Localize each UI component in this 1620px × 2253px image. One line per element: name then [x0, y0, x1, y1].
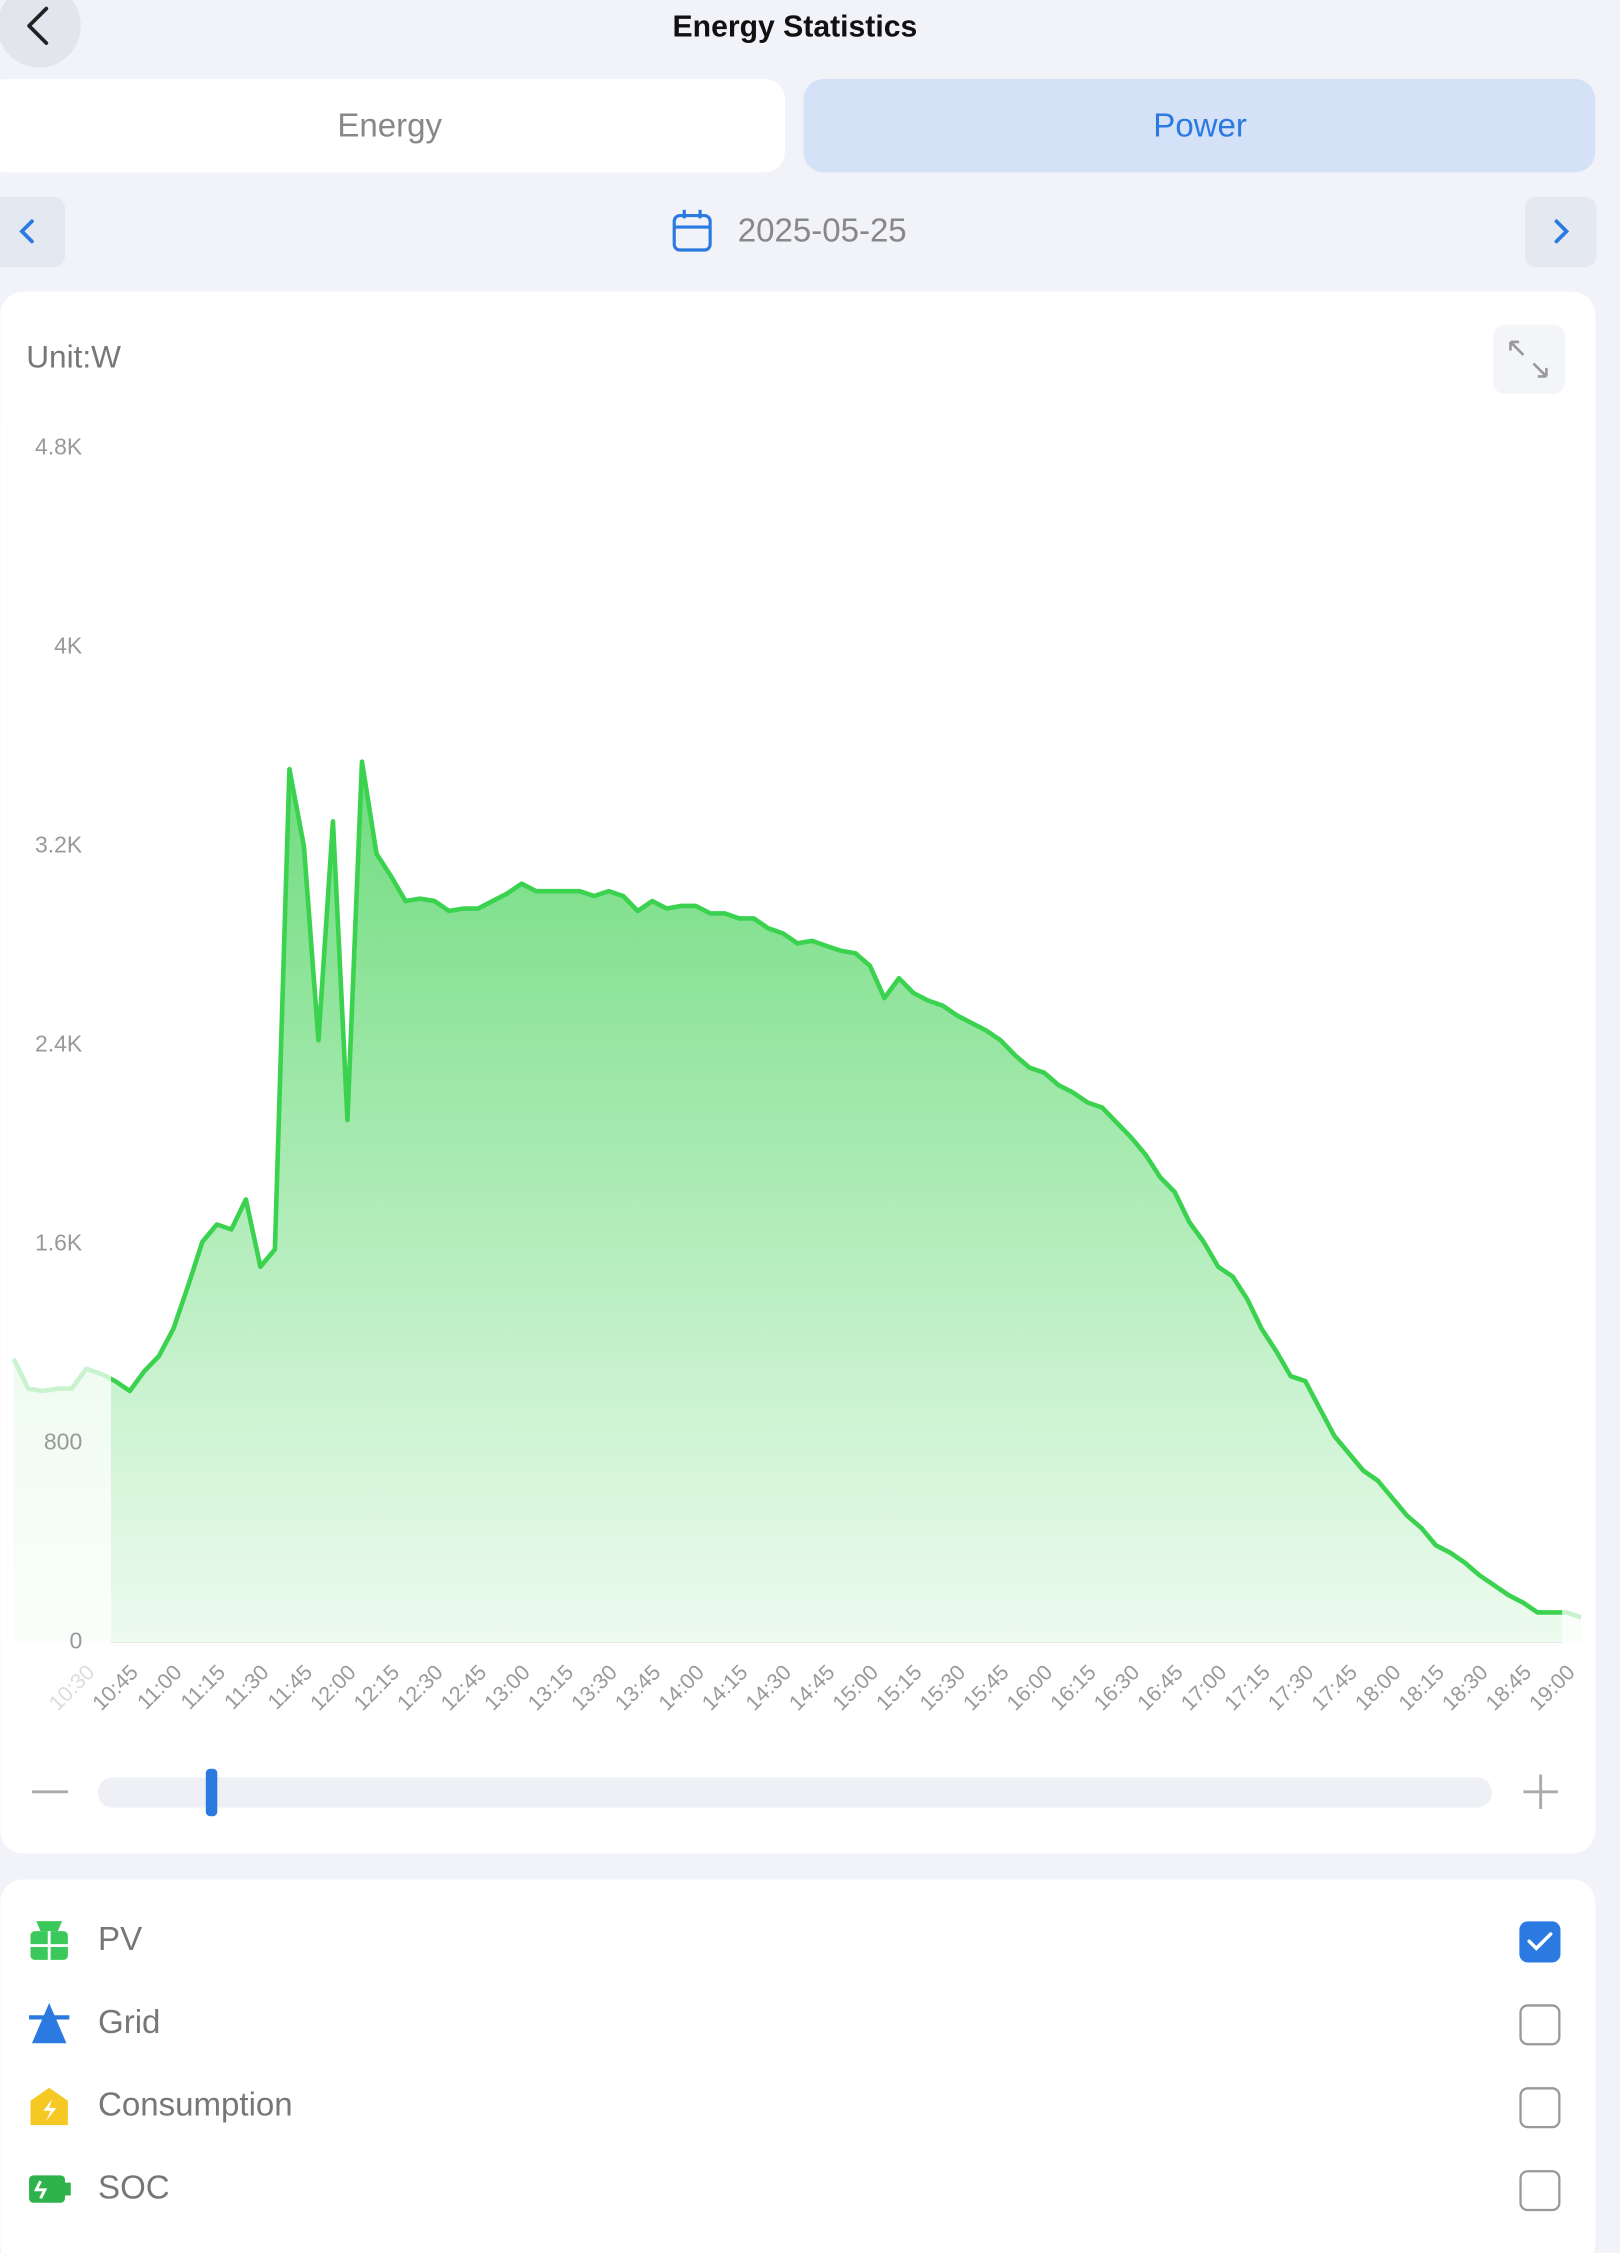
- expand-button[interactable]: [1493, 324, 1566, 394]
- tab-bg[interactable]: [803, 79, 1596, 173]
- icon-shape: [43, 2099, 57, 2121]
- date-label[interactable]: 2025-05-25: [738, 213, 907, 250]
- prev-bg: [0, 196, 65, 268]
- page-title: Energy Statistics: [673, 11, 918, 44]
- line: [11, 759, 1582, 1620]
- checkbox[interactable]: [1519, 2087, 1561, 2129]
- zoom-in[interactable]: [1523, 1774, 1558, 1810]
- tab-label[interactable]: Energy: [337, 108, 442, 145]
- selector-label[interactable]: Consumption: [98, 2087, 293, 2124]
- selector-label[interactable]: Grid: [98, 2004, 160, 2041]
- y-tick-label: 3.2K: [35, 831, 83, 857]
- consumption-icon: [30, 2087, 68, 2126]
- pv-icon: [30, 1921, 68, 1960]
- tab-label[interactable]: Power: [1153, 108, 1247, 145]
- icon-shape: [64, 2182, 71, 2196]
- y-tick-label: 1.6K: [35, 1229, 83, 1255]
- tabs: Energy Power: [0, 79, 1596, 173]
- icon-shape: [33, 2180, 48, 2200]
- prev-icon: [19, 219, 34, 244]
- tab-bg[interactable]: [0, 79, 785, 173]
- grid-icon: [29, 2002, 70, 2044]
- fade-overlay: [0, 419, 111, 1646]
- back-button[interactable]: [0, 0, 81, 68]
- soc-icon: [29, 2175, 71, 2203]
- expand-icon: [1509, 340, 1548, 378]
- calendar-icon: [672, 209, 712, 252]
- selector-label[interactable]: PV: [98, 1921, 142, 1958]
- selector-label[interactable]: SOC: [98, 2170, 170, 2207]
- selector-card: [0, 1879, 1596, 2253]
- slider-track: [98, 1777, 1492, 1808]
- unit-label: Unit:W: [26, 339, 121, 375]
- icon-shape: [31, 2002, 67, 2044]
- icon-shape: [29, 2175, 65, 2203]
- y-tick-label: 4.8K: [35, 433, 83, 459]
- checkmark: [1527, 1932, 1553, 1951]
- fade-overlay: [1562, 419, 1596, 1646]
- y-tick-label: 0: [69, 1627, 82, 1653]
- selector-list: PV Grid Consumption SOC: [98, 1921, 1561, 2212]
- checkbox[interactable]: [1519, 1921, 1561, 1963]
- icon-shape: [30, 1931, 68, 1960]
- next-date-button[interactable]: [1524, 196, 1597, 268]
- next-icon: [1554, 219, 1570, 244]
- y-tick-label: 2.4K: [35, 1030, 83, 1056]
- prev-date-button[interactable]: [0, 196, 65, 268]
- calendar-body: [672, 213, 712, 252]
- slider-thumb[interactable]: [205, 1768, 218, 1817]
- icon-shape: [36, 1921, 63, 1932]
- y-tick-label: 4K: [54, 632, 83, 658]
- zoom-slider[interactable]: [31, 1768, 1558, 1817]
- next-bg: [1524, 196, 1597, 268]
- expand-bg: [1493, 324, 1566, 394]
- checkbox[interactable]: [1519, 2004, 1561, 2046]
- back-circle: [0, 0, 81, 68]
- area: [13, 761, 1582, 1643]
- y-tick-label: 800: [44, 1428, 82, 1454]
- back-icon: [27, 6, 49, 45]
- checkbox[interactable]: [1519, 2170, 1561, 2212]
